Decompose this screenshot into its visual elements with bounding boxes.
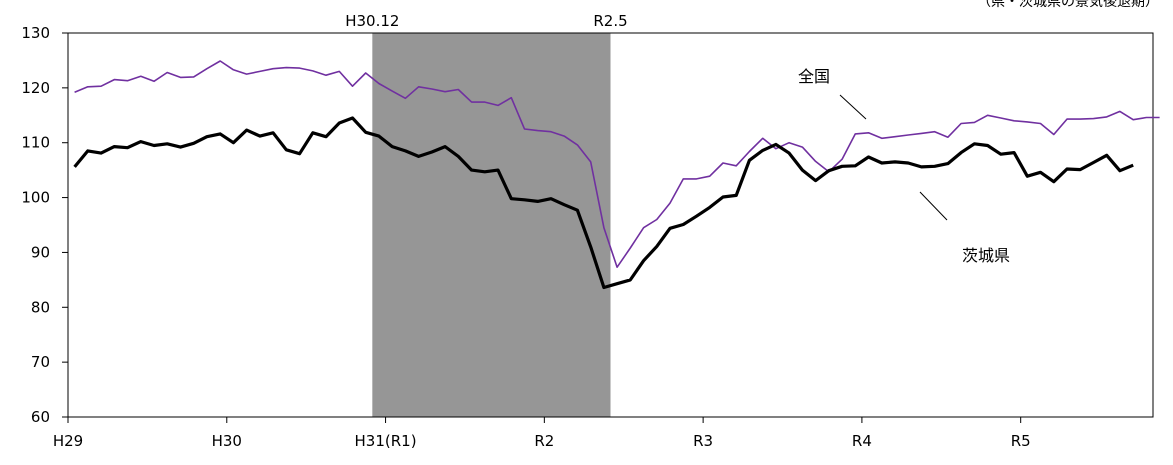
x-tick-label: H30 — [212, 432, 242, 450]
series-line-1 — [74, 60, 1160, 269]
series-label-national: 全国 — [798, 67, 830, 86]
y-tick-label: 90 — [31, 243, 50, 261]
x-tick-label: H29 — [53, 432, 83, 450]
corner-note: （県・茨城県の景気後退期） — [977, 0, 1159, 10]
leader-line-ibaraki — [919, 191, 948, 221]
y-tick-label: 110 — [21, 134, 50, 152]
shade-start-label: H30.12 — [345, 12, 399, 30]
y-tick-label: 100 — [21, 189, 50, 207]
y-tick-label: 70 — [31, 353, 50, 371]
x-tick-label: R2 — [534, 432, 554, 450]
x-tick-label: H31(R1) — [355, 432, 417, 450]
x-tick-label: R5 — [1011, 432, 1031, 450]
leader-line-national — [839, 94, 867, 120]
shade-end-label: R2.5 — [593, 12, 627, 30]
series-line-2 — [73, 116, 1134, 290]
x-tick-label: R3 — [693, 432, 713, 450]
series-label-ibaraki: 茨城県 — [962, 246, 1010, 265]
y-tick-label: 60 — [31, 408, 50, 426]
x-tick-label: R4 — [852, 432, 872, 450]
plot-frame — [67, 32, 1154, 418]
y-tick-label: 130 — [21, 24, 50, 42]
recession-shade — [372, 33, 611, 417]
y-tick-label: 80 — [31, 298, 50, 316]
y-tick-label: 120 — [21, 79, 50, 97]
